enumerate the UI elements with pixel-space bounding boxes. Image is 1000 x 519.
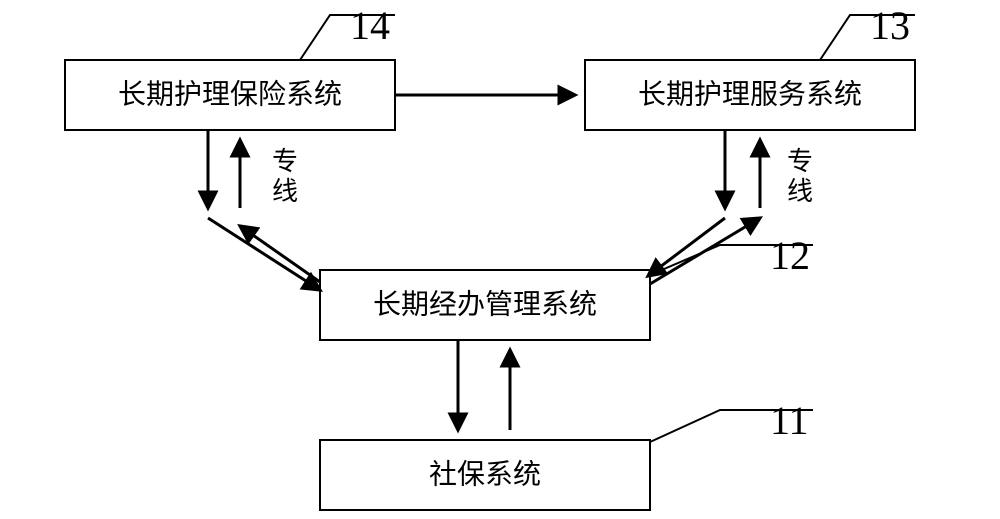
node-n14: 长期护理保险系统14 <box>65 3 395 130</box>
node-number-n14: 14 <box>350 3 390 48</box>
node-label-n12: 长期经办管理系统 <box>373 288 597 320</box>
svg-text:专: 专 <box>787 147 813 176</box>
node-n13: 长期护理服务系统13 <box>585 3 915 130</box>
svg-text:线: 线 <box>272 177 298 206</box>
node-number-n12: 12 <box>770 233 810 278</box>
edge-label-0: 专线 <box>272 147 298 206</box>
node-number-n11: 11 <box>770 398 809 443</box>
arrow-4 <box>240 226 320 282</box>
node-n12: 长期经办管理系统 12 <box>320 233 813 340</box>
arrow-3 <box>208 218 320 290</box>
node-label-n14: 长期护理保险系统 <box>118 78 342 110</box>
svg-text:线: 线 <box>787 177 813 206</box>
arrow-8 <box>650 218 760 284</box>
node-label-n13: 长期护理服务系统 <box>638 78 862 110</box>
node-number-n13: 13 <box>870 3 910 48</box>
node-n11: 社保系统 11 <box>320 398 813 510</box>
edge-label-1: 专线 <box>787 147 813 206</box>
svg-text:专: 专 <box>272 147 298 176</box>
node-label-n11: 社保系统 <box>429 458 541 490</box>
